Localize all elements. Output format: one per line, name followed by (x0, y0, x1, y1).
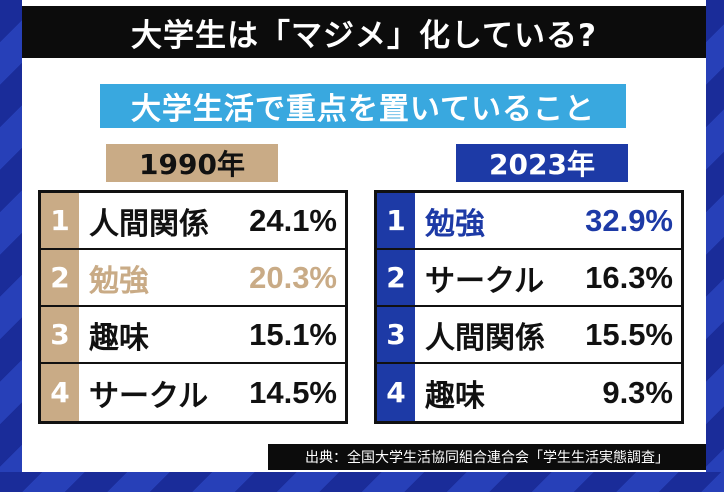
bottom-stripe-decoration (0, 472, 724, 492)
rank-number: 2 (377, 250, 415, 305)
ranking-table-1990: 1 人間関係 24.1% 2 勉強 20.3% 3 趣味 15.1% 4 サーク… (38, 190, 348, 424)
percentage-value: 16.3% (585, 259, 673, 295)
right-stripe-decoration (706, 0, 724, 492)
rank-number: 4 (377, 364, 415, 421)
percentage-value: 20.3% (249, 259, 337, 295)
ranking-row: 2 勉強 20.3% (41, 250, 345, 307)
rank-number: 1 (377, 193, 415, 248)
subtitle-banner: 大学生活で重点を置いていること (100, 84, 626, 128)
ranking-row: 3 趣味 15.1% (41, 307, 345, 364)
percentage-value: 24.1% (249, 202, 337, 238)
ranking-row: 1 人間関係 24.1% (41, 193, 345, 250)
ranking-row: 1 勉強 32.9% (377, 193, 681, 250)
source-caption: 出典：全国大学生活協同組合連合会「学生生活実態調査」 (268, 444, 706, 470)
year-label-2023: 2023年 (456, 144, 628, 182)
percentage-value: 9.3% (602, 374, 673, 410)
category-label: 勉強 (425, 206, 485, 242)
category-label: 趣味 (89, 320, 149, 356)
category-label: サークル (89, 378, 209, 414)
category-label: 勉強 (89, 263, 149, 299)
rank-number: 2 (41, 250, 79, 305)
year-label-1990: 1990年 (106, 144, 278, 182)
page-title: 大学生は「マジメ」化している? (22, 6, 706, 58)
ranking-row: 4 趣味 9.3% (377, 364, 681, 421)
category-label: サークル (425, 263, 545, 299)
percentage-value: 32.9% (585, 202, 673, 238)
percentage-value: 15.1% (249, 316, 337, 352)
category-label: 人間関係 (425, 320, 545, 356)
percentage-value: 15.5% (585, 316, 673, 352)
rank-number: 3 (377, 307, 415, 362)
rank-number: 1 (41, 193, 79, 248)
percentage-value: 14.5% (249, 374, 337, 410)
category-label: 趣味 (425, 378, 485, 414)
category-label: 人間関係 (89, 206, 209, 242)
ranking-row: 4 サークル 14.5% (41, 364, 345, 421)
ranking-table-2023: 1 勉強 32.9% 2 サークル 16.3% 3 人間関係 15.5% 4 趣… (374, 190, 684, 424)
ranking-row: 2 サークル 16.3% (377, 250, 681, 307)
rank-number: 3 (41, 307, 79, 362)
rank-number: 4 (41, 364, 79, 421)
ranking-row: 3 人間関係 15.5% (377, 307, 681, 364)
left-stripe-decoration (0, 0, 22, 492)
